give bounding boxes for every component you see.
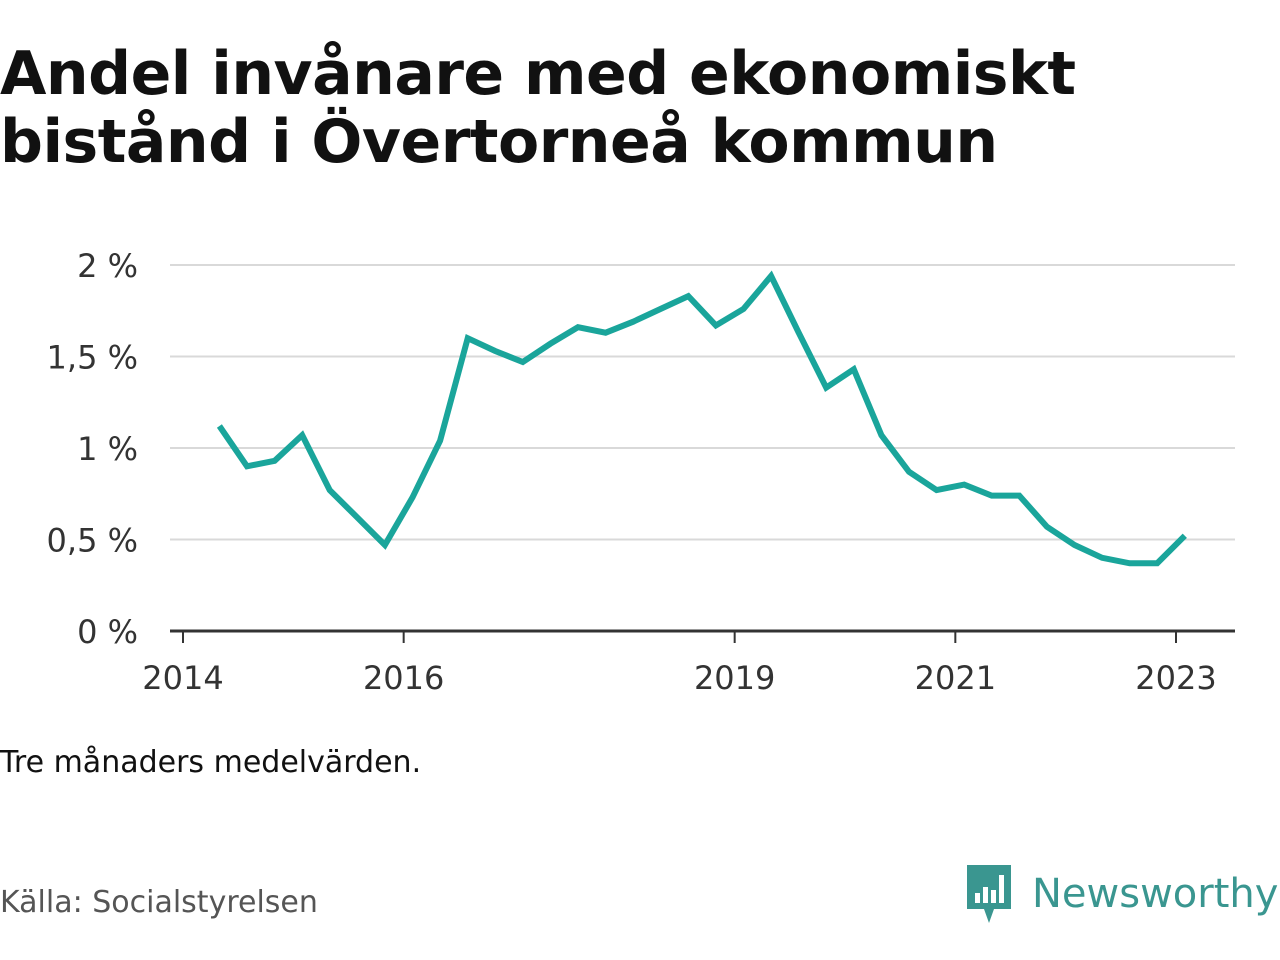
chart-title-line-2: bistånd i Övertorneå kommun [0, 107, 998, 177]
x-tick-label: 2014 [142, 659, 223, 697]
y-axis-ticks: 0 % 0,5 % 1 % 1,5 % 2 % [47, 247, 138, 651]
x-tick-label: 2021 [915, 659, 996, 697]
line-chart: 0 % 0,5 % 1 % 1,5 % 2 % 2014 2016 2019 2021 2023 [47, 247, 1235, 697]
x-tick-label: 2019 [694, 659, 775, 697]
y-tick-label: 0 % [77, 613, 138, 651]
y-tick-label: 0,5 % [47, 522, 138, 560]
brand-name: Newsworthy [1032, 871, 1279, 917]
y-tick-label: 1 % [77, 430, 138, 468]
gridlines [170, 264, 1235, 541]
chart-title: Andel invånare med ekonomiskt bistånd i … [0, 40, 1260, 176]
y-tick-label: 2 % [77, 247, 138, 285]
series-group [216, 270, 1187, 567]
source-label: Källa: Socialstyrelsen [0, 885, 318, 920]
chart-note: Tre månaders medelvärden. [0, 745, 422, 780]
x-axis-ticks: 2014 2016 2019 2021 2023 [142, 631, 1217, 697]
x-tick-label: 2016 [363, 659, 444, 697]
x-tick-label: 2023 [1135, 659, 1216, 697]
chart-title-line-1: Andel invånare med ekonomiskt [0, 39, 1076, 109]
series-line-0 [216, 270, 1187, 567]
brand-logo: Newsworthy [964, 862, 1278, 926]
newsworthy-logo-icon [967, 865, 1011, 923]
y-tick-label: 1,5 % [47, 339, 138, 377]
